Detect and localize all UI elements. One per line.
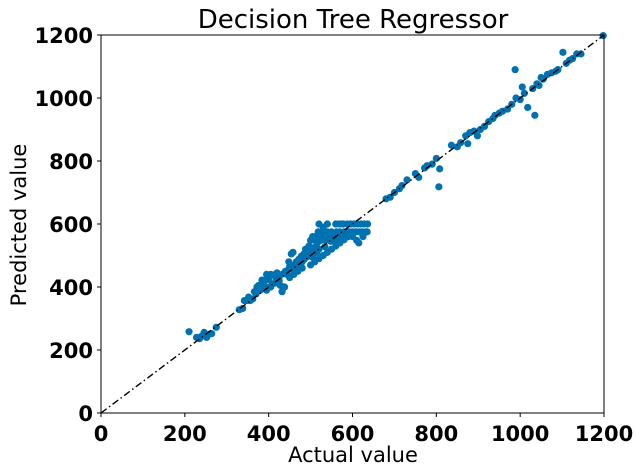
data-point <box>281 283 289 291</box>
data-point <box>473 132 482 140</box>
data-point <box>524 103 532 112</box>
data-point <box>185 328 193 336</box>
y-tick-label: 1200 <box>35 24 93 48</box>
data-point <box>355 239 363 247</box>
data-point <box>313 248 321 256</box>
y-tick-label: 200 <box>49 339 93 363</box>
x-axis: 0 200 400 600 800 1000 1200 <box>94 413 633 446</box>
data-point <box>568 55 577 63</box>
x-tick-label: 1000 <box>491 422 549 446</box>
data-point <box>323 220 331 228</box>
data-point <box>447 141 456 149</box>
data-point <box>298 264 306 272</box>
data-point <box>435 183 443 191</box>
y-tick-label: 0 <box>78 402 93 426</box>
plot-area <box>100 32 607 414</box>
data-point <box>363 220 372 228</box>
x-tick-label: 400 <box>247 422 291 446</box>
data-point <box>314 228 322 236</box>
data-point <box>436 165 444 173</box>
data-point <box>511 66 519 74</box>
data-point <box>535 81 543 89</box>
data-point <box>338 220 346 228</box>
chart-title: Decision Tree Regressor <box>198 5 509 35</box>
data-point <box>403 176 411 184</box>
data-point <box>577 50 585 58</box>
data-point <box>516 95 524 104</box>
y-tick-label: 800 <box>49 150 93 174</box>
data-point <box>531 111 539 119</box>
data-point <box>363 228 371 236</box>
data-point <box>503 105 512 113</box>
data-point <box>332 220 340 228</box>
data-point <box>239 304 247 313</box>
x-tick-label: 0 <box>94 422 109 446</box>
y-axis-label: Predicted value <box>7 144 31 307</box>
data-point <box>398 181 406 190</box>
x-tick-label: 200 <box>163 422 207 446</box>
x-axis-label: Actual value <box>288 443 418 466</box>
reference-line <box>100 34 605 414</box>
data-point <box>344 228 352 236</box>
data-point <box>520 89 528 97</box>
x-tick-label: 800 <box>414 422 458 446</box>
x-tick-label: 1200 <box>575 422 633 446</box>
y-tick-label: 1000 <box>35 87 93 111</box>
y-tick-label: 400 <box>49 276 93 300</box>
y-tick-label: 600 <box>49 213 93 237</box>
data-point <box>518 83 526 91</box>
data-point <box>289 248 297 256</box>
data-point <box>464 140 472 148</box>
data-point <box>539 75 547 83</box>
data-point <box>309 233 317 241</box>
data-point <box>386 193 394 201</box>
x-tick-label: 600 <box>331 422 375 446</box>
data-point <box>480 122 489 130</box>
data-point <box>559 48 567 56</box>
data-point <box>359 233 367 241</box>
y-axis: 0 200 400 600 800 1000 1200 <box>35 24 101 426</box>
data-point <box>321 243 329 251</box>
